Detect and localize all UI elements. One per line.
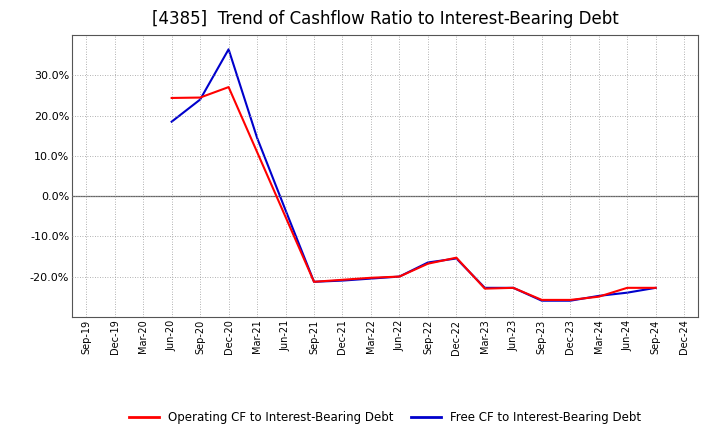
Legend: Operating CF to Interest-Bearing Debt, Free CF to Interest-Bearing Debt: Operating CF to Interest-Bearing Debt, F… — [125, 407, 646, 429]
Title: [4385]  Trend of Cashflow Ratio to Interest-Bearing Debt: [4385] Trend of Cashflow Ratio to Intere… — [152, 10, 618, 28]
